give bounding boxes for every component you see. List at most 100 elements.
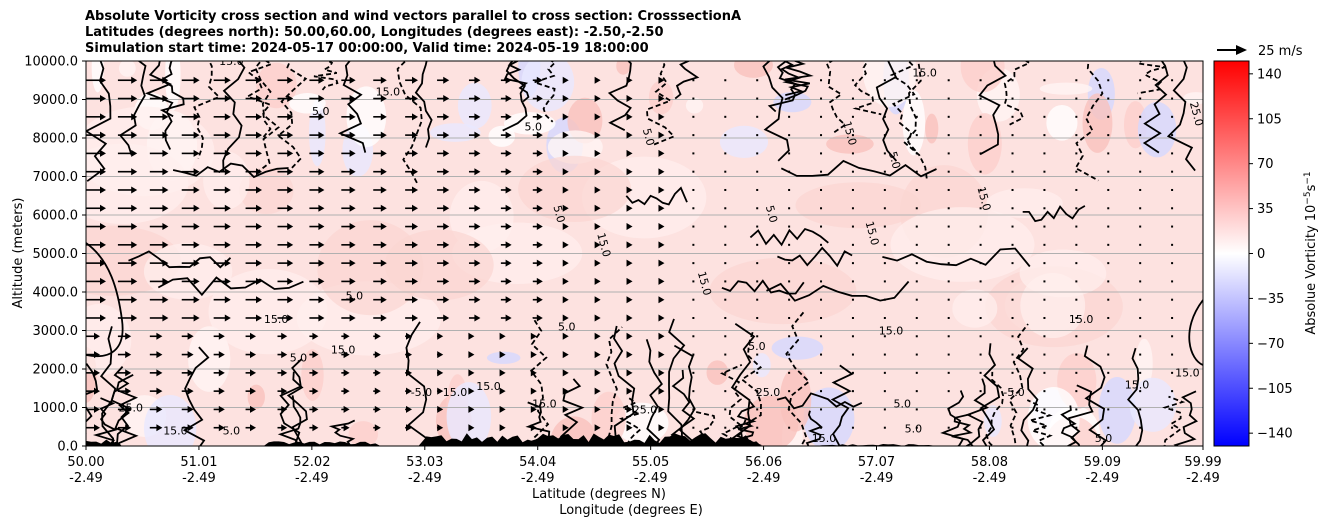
wind-vector [788,225,791,228]
wind-vectors [86,76,1174,432]
wind-vector-head [474,186,481,194]
wind-vector-head [594,314,601,322]
contour-line [1074,61,1104,182]
wind-vector [883,170,886,173]
wind-vector-head [100,95,106,103]
wind-vector-head [536,296,543,304]
wind-vector [1139,371,1142,374]
wind-vector [820,97,823,100]
wind-vector-head [474,131,481,139]
vorticity-patch [504,112,556,135]
wind-vector-head [125,369,132,377]
wind-vector-head [443,149,450,157]
wind-vector-head [443,277,450,285]
wind-vector-head [499,351,506,359]
wind-vector-head [594,95,601,103]
wind-vector-head [658,259,665,267]
wind-vector-head [162,259,169,267]
wind-vector [692,335,695,338]
wind-vector [979,408,982,411]
wind-vector-head [193,186,200,194]
wind-vector [692,390,695,393]
wind-vector-head [162,277,169,285]
vorticity-patch [863,61,917,107]
wind-vector-head [443,259,450,267]
wind-vector [1075,115,1078,118]
wind-vector-head [224,204,231,212]
wind-vector-head [530,332,537,340]
contour-label: 5.0 [748,340,766,353]
wind-vector [820,225,823,228]
wind-vector-head [505,259,512,267]
wind-vector-head [224,168,231,176]
vorticity-patch [488,125,516,147]
wind-vector [947,371,950,374]
wind-vector [915,408,918,411]
wind-vector-head [626,277,633,285]
wind-vector [788,134,791,137]
wind-vector [1171,225,1174,228]
contour-line [1026,399,1053,446]
contour-label: -5.0 [1003,386,1024,399]
wind-vector-head [562,277,569,285]
wind-vector-head [474,241,481,249]
wind-vector-head [594,332,601,340]
wind-vector-head [412,95,419,103]
wind-vector [724,316,727,319]
wind-vector [883,188,886,191]
wind-vector-head [412,131,419,139]
wind-vector-head [349,113,356,121]
wind-vector-head [156,332,163,340]
wind-vector-head [562,332,569,340]
contour-line [114,374,139,446]
wind-vector-head [406,369,413,377]
contour-line [92,397,118,446]
wind-vector-head [318,204,325,212]
wind-vector-head [224,131,231,139]
contour-line [645,339,663,446]
wind-vector-head [94,332,100,340]
wind-vector-head [224,186,231,194]
wind-vector [692,298,695,301]
vorticity-patch [719,125,769,159]
wind-vector [979,115,982,118]
wind-vector-head [594,259,601,267]
wind-vector [979,225,982,228]
wind-vector-head [156,351,163,359]
wind-vector-head [162,204,169,212]
wind-vector [979,262,982,265]
wind-vector-head [562,424,569,432]
wind-vector-head [443,95,450,103]
wind-vector [947,79,950,82]
vorticity-patch [86,143,189,224]
contour-line [286,371,308,446]
contour-line [245,61,274,138]
wind-vector [692,79,695,82]
wind-vector-head [343,405,350,413]
wind-vector [915,188,918,191]
wind-vector-head [594,168,601,176]
wind-vector [1043,225,1046,228]
wind-vector-head [281,369,288,377]
wind-vector-head [131,204,138,212]
contour-line [172,162,289,179]
wind-vector [979,207,982,210]
wind-vector [947,97,950,100]
wind-vector-head [594,296,601,304]
vorticity-patch [960,61,1005,93]
contour-label: 15.0 [532,398,557,411]
contour-line [159,61,185,118]
wind-vector-head [474,277,481,285]
wind-vector [1011,207,1014,210]
wind-vector-head [374,405,381,413]
wind-vector-head [626,76,633,84]
wind-vector-head [193,113,200,121]
wind-vector [1171,262,1174,265]
y-axis: 0.0 1000.0 2000.0 3000.0 4000.0 5000.0 6000.0 7… [24,55,86,455]
wind-vector [1139,335,1142,338]
wind-vector-head [380,259,387,267]
wind-vector-head [443,314,450,322]
wind-vector-head [626,241,633,249]
vorticity-patch [771,336,824,360]
contour-label: 15.0 [376,86,401,99]
